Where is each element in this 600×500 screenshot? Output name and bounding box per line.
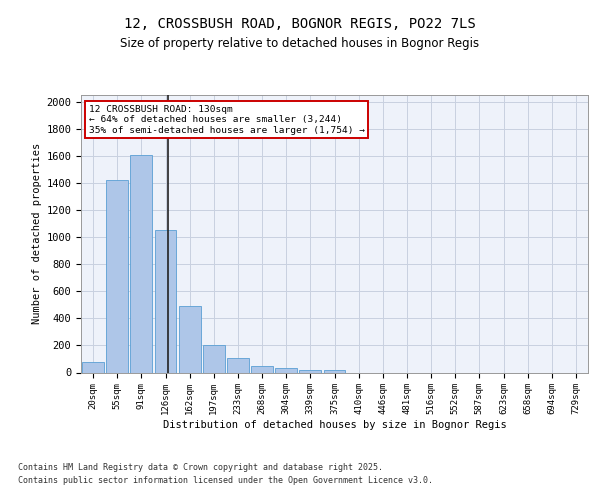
Bar: [106, 180, 128, 372]
X-axis label: Distribution of detached houses by size in Bognor Regis: Distribution of detached houses by size …: [163, 420, 506, 430]
Bar: [155, 230, 176, 372]
Text: Size of property relative to detached houses in Bognor Regis: Size of property relative to detached ho…: [121, 38, 479, 51]
Bar: [299, 370, 321, 372]
Bar: [323, 370, 346, 372]
Y-axis label: Number of detached properties: Number of detached properties: [32, 143, 42, 324]
Bar: [179, 306, 200, 372]
Bar: [82, 362, 104, 372]
Bar: [227, 358, 249, 372]
Text: Contains public sector information licensed under the Open Government Licence v3: Contains public sector information licen…: [18, 476, 433, 485]
Bar: [251, 366, 273, 372]
Text: 12 CROSSBUSH ROAD: 130sqm
← 64% of detached houses are smaller (3,244)
35% of se: 12 CROSSBUSH ROAD: 130sqm ← 64% of detac…: [89, 104, 365, 134]
Bar: [275, 368, 297, 372]
Text: 12, CROSSBUSH ROAD, BOGNOR REGIS, PO22 7LS: 12, CROSSBUSH ROAD, BOGNOR REGIS, PO22 7…: [124, 18, 476, 32]
Text: Contains HM Land Registry data © Crown copyright and database right 2025.: Contains HM Land Registry data © Crown c…: [18, 462, 383, 471]
Bar: [203, 345, 224, 372]
Bar: [130, 154, 152, 372]
